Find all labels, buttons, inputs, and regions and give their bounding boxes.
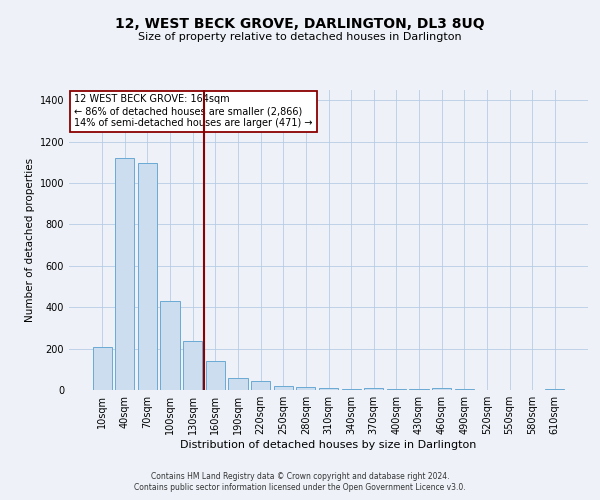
Bar xyxy=(138,164,157,390)
Text: Size of property relative to detached houses in Darlington: Size of property relative to detached ho… xyxy=(138,32,462,42)
Bar xyxy=(545,389,565,390)
Bar xyxy=(160,301,180,390)
Bar xyxy=(183,342,202,390)
Bar xyxy=(387,389,406,390)
Bar xyxy=(115,158,134,390)
Text: 12, WEST BECK GROVE, DARLINGTON, DL3 8UQ: 12, WEST BECK GROVE, DARLINGTON, DL3 8UQ xyxy=(115,18,485,32)
Text: Contains public sector information licensed under the Open Government Licence v3: Contains public sector information licen… xyxy=(134,484,466,492)
Bar xyxy=(296,387,316,390)
Text: Contains HM Land Registry data © Crown copyright and database right 2024.: Contains HM Land Registry data © Crown c… xyxy=(151,472,449,481)
Bar xyxy=(432,388,451,390)
Bar xyxy=(409,389,428,390)
Bar xyxy=(206,361,225,390)
Bar xyxy=(274,386,293,390)
Y-axis label: Number of detached properties: Number of detached properties xyxy=(25,158,35,322)
Bar xyxy=(341,389,361,390)
X-axis label: Distribution of detached houses by size in Darlington: Distribution of detached houses by size … xyxy=(181,440,476,450)
Bar xyxy=(319,388,338,390)
Bar xyxy=(364,388,383,390)
Text: 12 WEST BECK GROVE: 164sqm
← 86% of detached houses are smaller (2,866)
14% of s: 12 WEST BECK GROVE: 164sqm ← 86% of deta… xyxy=(74,94,313,128)
Bar xyxy=(251,380,270,390)
Bar xyxy=(92,346,112,390)
Bar xyxy=(229,378,248,390)
